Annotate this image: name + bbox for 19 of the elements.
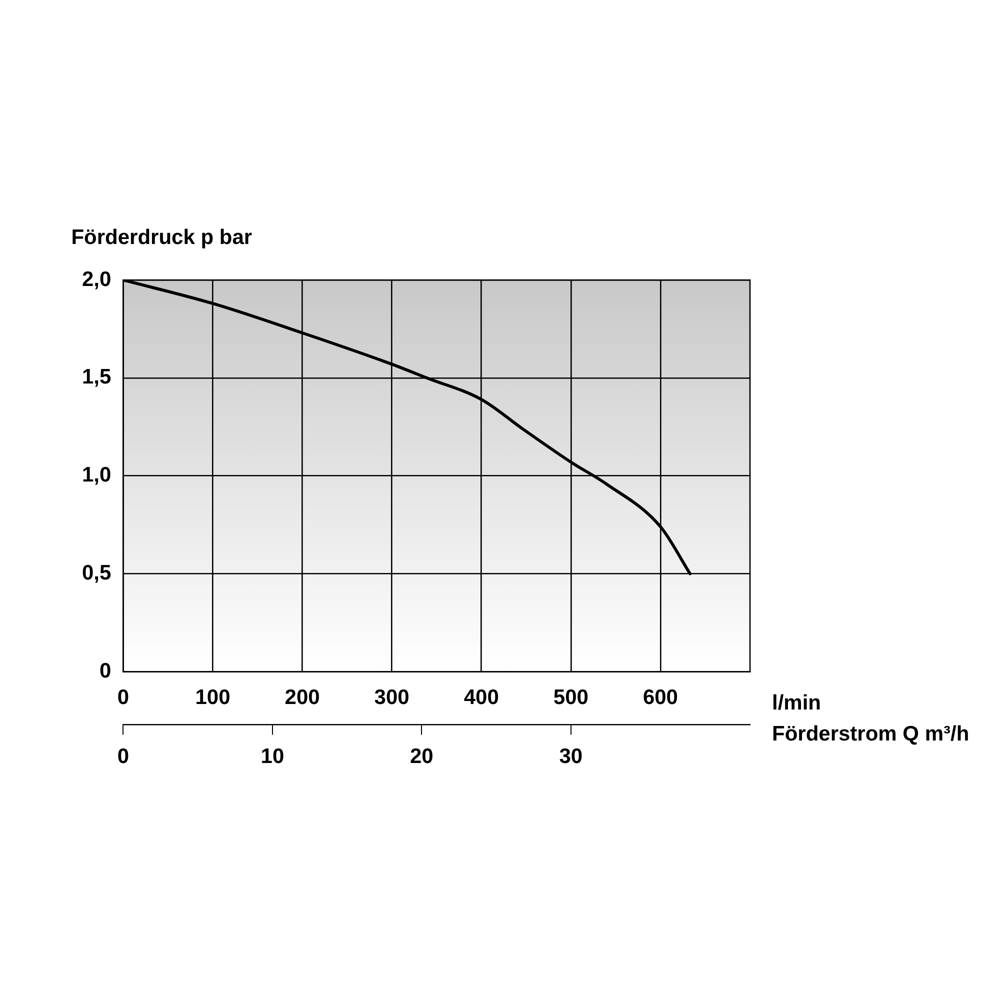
x-tick-label: 400 bbox=[464, 686, 499, 709]
x2-tick-label: 10 bbox=[260, 745, 284, 768]
x-tick-label: 0 bbox=[117, 686, 130, 709]
y-tick-label: 2,0 bbox=[82, 268, 112, 291]
y-tick-label: 0 bbox=[100, 659, 112, 682]
x-tick-label: 500 bbox=[553, 686, 588, 709]
y-axis-title: Förderdruck p bar bbox=[71, 226, 252, 249]
x2-axis-title: Förderstrom Q m³/h bbox=[772, 722, 970, 746]
y-tick-label: 0,5 bbox=[82, 561, 112, 584]
x-tick-label: 200 bbox=[284, 686, 320, 709]
x-axis-title: l/min bbox=[772, 691, 822, 714]
x-tick-label: 600 bbox=[642, 686, 678, 709]
x-tick-label: 100 bbox=[195, 686, 230, 709]
x-tick-label: 300 bbox=[374, 686, 410, 709]
y-tick-label: 1,5 bbox=[82, 366, 112, 389]
x2-tick-label: 30 bbox=[559, 745, 583, 768]
y-tick-label: 1,0 bbox=[82, 464, 112, 487]
x2-tick-label: 0 bbox=[117, 745, 130, 768]
x2-tick-label: 20 bbox=[410, 745, 434, 768]
